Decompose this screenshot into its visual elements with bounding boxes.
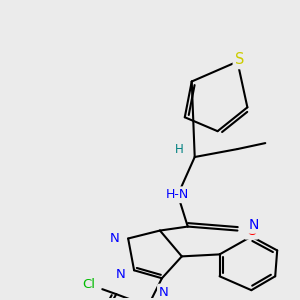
Text: H-N: H-N: [166, 188, 189, 201]
Text: H: H: [174, 142, 183, 156]
Text: Cl: Cl: [82, 278, 95, 291]
Text: O: O: [246, 224, 257, 238]
Text: N: N: [110, 232, 119, 245]
Text: S: S: [235, 52, 244, 67]
Text: N: N: [159, 286, 169, 299]
Text: N: N: [115, 268, 125, 281]
Text: N: N: [248, 218, 259, 232]
